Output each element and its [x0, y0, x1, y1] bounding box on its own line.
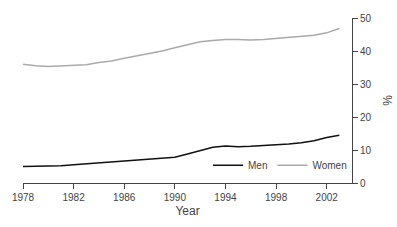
svg-text:20: 20: [360, 112, 372, 123]
svg-text:Men: Men: [248, 160, 267, 171]
svg-text:1978: 1978: [12, 192, 35, 203]
svg-text:0: 0: [360, 178, 366, 189]
svg-text:Year: Year: [175, 204, 199, 218]
svg-text:30: 30: [360, 79, 372, 90]
svg-text:Women: Women: [312, 160, 346, 171]
svg-text:1982: 1982: [62, 192, 85, 203]
svg-text:10: 10: [360, 145, 372, 156]
svg-text:50: 50: [360, 13, 372, 24]
svg-text:2002: 2002: [316, 192, 339, 203]
svg-text:1998: 1998: [265, 192, 288, 203]
svg-text:1994: 1994: [214, 192, 237, 203]
svg-text:%: %: [381, 95, 395, 106]
svg-text:1986: 1986: [113, 192, 136, 203]
svg-text:40: 40: [360, 46, 372, 57]
svg-text:1990: 1990: [164, 192, 187, 203]
